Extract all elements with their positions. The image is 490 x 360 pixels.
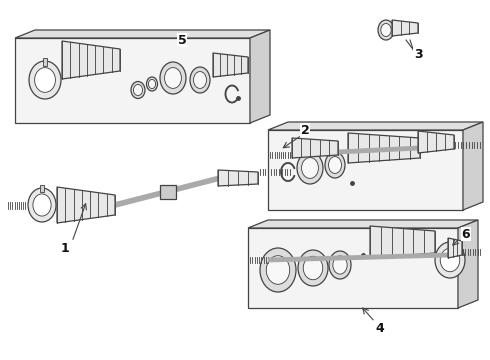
Ellipse shape <box>325 152 345 178</box>
Ellipse shape <box>333 256 347 274</box>
Ellipse shape <box>131 81 145 99</box>
Ellipse shape <box>297 152 323 184</box>
Ellipse shape <box>266 256 290 284</box>
Polygon shape <box>218 170 258 186</box>
Text: 3: 3 <box>414 49 422 62</box>
Text: 4: 4 <box>376 321 384 334</box>
Polygon shape <box>57 187 115 223</box>
Ellipse shape <box>440 248 460 272</box>
Ellipse shape <box>28 188 56 222</box>
Ellipse shape <box>260 248 296 292</box>
Polygon shape <box>15 30 270 38</box>
Ellipse shape <box>148 80 156 89</box>
Polygon shape <box>62 41 120 79</box>
Polygon shape <box>292 138 338 158</box>
Ellipse shape <box>160 62 186 94</box>
Polygon shape <box>348 133 420 163</box>
Polygon shape <box>268 130 463 210</box>
Ellipse shape <box>147 77 157 91</box>
Ellipse shape <box>378 20 394 40</box>
Ellipse shape <box>33 194 51 216</box>
Bar <box>160 184 175 198</box>
Text: 6: 6 <box>462 228 470 240</box>
Polygon shape <box>248 220 478 228</box>
Polygon shape <box>458 220 478 308</box>
Ellipse shape <box>303 256 323 280</box>
Ellipse shape <box>328 157 342 174</box>
Bar <box>43 58 48 66</box>
Polygon shape <box>463 122 483 210</box>
Ellipse shape <box>381 23 391 36</box>
Ellipse shape <box>329 251 351 279</box>
Polygon shape <box>15 38 250 123</box>
Ellipse shape <box>29 61 61 99</box>
Text: 5: 5 <box>178 33 186 46</box>
Polygon shape <box>448 238 462 258</box>
Bar <box>448 239 452 247</box>
Text: 2: 2 <box>301 123 309 136</box>
Polygon shape <box>392 20 418 36</box>
Bar <box>40 185 44 192</box>
Polygon shape <box>213 53 248 77</box>
Ellipse shape <box>35 68 55 93</box>
Ellipse shape <box>194 72 206 89</box>
Polygon shape <box>248 228 458 308</box>
Ellipse shape <box>298 250 328 286</box>
Ellipse shape <box>165 68 181 89</box>
Polygon shape <box>250 30 270 123</box>
Ellipse shape <box>190 67 210 93</box>
Ellipse shape <box>435 242 465 278</box>
Polygon shape <box>370 226 435 258</box>
Text: 1: 1 <box>61 242 70 255</box>
Polygon shape <box>268 122 483 130</box>
Polygon shape <box>418 131 454 153</box>
Ellipse shape <box>133 85 143 95</box>
Ellipse shape <box>301 158 319 179</box>
